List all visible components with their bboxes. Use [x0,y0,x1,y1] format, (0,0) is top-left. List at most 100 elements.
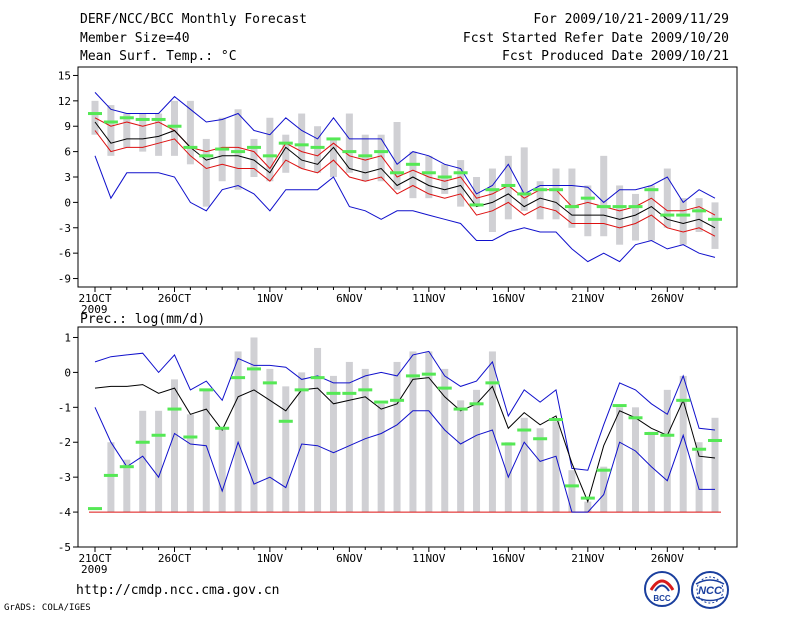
prec-median-marker-25NOV [644,432,659,436]
temp-median-marker-28NOV [692,209,707,213]
temp-spread-bar-2NOV [282,134,290,173]
prec-xtick-label-11NOV: 11NOV [412,552,445,565]
prec-median-marker-23OCT [119,465,134,469]
temp-median-marker-22OCT [103,120,118,124]
prec-median-marker-9NOV [390,398,405,402]
prec-median-marker-29OCT [215,426,230,430]
prec-spread-bar-3NOV [298,372,306,513]
temp-ytick-label-6: 6 [64,146,71,159]
prec-spread-bar-13NOV [457,400,465,513]
temp-median-marker-21NOV [580,196,595,200]
temp-plot-frame [77,66,738,288]
prec-ytick-label-0: 0 [64,366,71,379]
prec-xtick-label-1NOV: 1NOV [257,552,284,565]
temp-spread-bar-1NOV [266,117,274,182]
prec-spread-bar-20NOV [568,470,576,513]
prec-spread-bar-6NOV [345,361,353,513]
prec-spread-bar-28NOV [695,442,703,513]
temp-lower-line [94,130,716,237]
prec-min-line [94,407,715,513]
prec-median-marker-21NOV [580,496,595,500]
temp-median-marker-1NOV [262,154,277,158]
prec-median-marker-17NOV [517,428,532,432]
prec-spread-bar-4NOV [314,347,322,513]
prec-spread-bar-8NOV [377,403,385,513]
prec-median-marker-2NOV [278,419,293,423]
prec-spread-bar-29NOV [711,417,719,513]
temp-spread-bar-28NOV [695,198,703,232]
prec-spread-bar-19NOV [552,421,560,513]
temp-median-marker-8NOV [374,150,389,154]
temp-median-marker-5NOV [326,137,341,141]
prec-median-marker-8NOV [374,400,389,404]
temp-spread-bar-21NOV [584,185,592,237]
temp-median-marker-30OCT [231,150,246,154]
prec-median-marker-12NOV [437,386,452,390]
temp-ytick-label-9: 9 [64,120,71,133]
prec-median-marker-7NOV [358,388,373,392]
temp-median-marker-10NOV [405,162,420,166]
prec-ytick-label--2: -2 [58,436,71,449]
temp-spread-bar-17NOV [520,147,528,211]
member-size-label: Member Size=40 [80,31,190,46]
temp-median-marker-24OCT [135,117,150,121]
prec-year-label: 2009 [81,563,108,576]
temp-spread-bar-22OCT [107,105,115,156]
prec-spread-bar-14NOV [473,389,481,513]
prec-median-marker-24NOV [628,416,643,420]
temp-median-marker-23OCT [119,116,134,120]
temp-spread-bar-20NOV [568,168,576,228]
prec-spread-bar-18NOV [536,428,544,513]
website-link[interactable]: http://cmdp.ncc.cma.gov.cn [76,583,280,598]
temp-median-marker-15NOV [485,188,500,192]
temp-spread-bar-23NOV [616,185,624,245]
prec-median-marker-29NOV [708,438,722,442]
prec-median-marker-18NOV [533,437,548,441]
temp-spread-bar-22NOV [600,155,608,237]
prec-spread-bar-2NOV [282,386,290,513]
prec-spread-bar-31OCT [250,337,258,513]
temp-spread-bar-26OCT [170,100,178,156]
prec-median-marker-16NOV [501,442,516,446]
temp-spread-bar-25NOV [647,185,655,241]
prec-median-marker-5NOV [326,391,341,395]
prec-median-marker-23NOV [612,404,627,408]
prec-median-marker-28OCT [199,388,214,392]
prec-ytick-label--3: -3 [58,471,71,484]
forecast-period: For 2009/10/21-2009/11/29 [533,12,729,27]
temp-spread-bar-14NOV [473,177,481,207]
prec-spread-bar-11NOV [425,351,433,513]
prec-ytick-label--4: -4 [58,506,72,519]
temp-median-marker-23NOV [612,205,627,209]
prec-median-marker-11NOV [421,372,436,376]
prec-xtick-label-26NOV: 26NOV [651,552,684,565]
temp-spread-bar-24OCT [139,113,147,152]
temp-median-marker-19NOV [549,188,564,192]
temp-xtick-label-26OCT: 26OCT [158,292,191,305]
prec-spread-bar-26OCT [170,379,178,513]
prec-spread-bar-27OCT [186,414,194,513]
temp-spread-bar-4NOV [314,126,322,173]
temp-median-marker-27OCT [183,145,198,149]
temp-xtick-label-26NOV: 26NOV [651,292,684,305]
temp-median-marker-21OCT [88,112,102,116]
prec-median-marker-21OCT [88,507,102,511]
temp-max-line [94,92,716,204]
temp-ytick-label-3: 3 [64,171,71,184]
temp-xtick-label-21NOV: 21NOV [571,292,604,305]
temp-year-label: 2009 [81,303,108,316]
temp-ytick-label--6: -6 [58,247,71,260]
temp-ytick-label-15: 15 [58,69,71,82]
temp-spread-bar-31OCT [250,138,258,177]
temp-median-marker-16NOV [501,183,516,187]
prec-median-marker-24OCT [135,440,150,444]
prec-median-marker-3NOV [294,388,309,392]
temp-spread-bar-10NOV [409,151,417,199]
prec-median-marker-20NOV [564,484,579,488]
prec-ytick-label--5: -5 [58,541,71,554]
temp-median-marker-9NOV [390,171,405,175]
prec-panel-title: Prec.: log(mm/d) [80,312,205,327]
prec-median-marker-1NOV [262,381,277,385]
temp-mean-line [94,121,716,229]
